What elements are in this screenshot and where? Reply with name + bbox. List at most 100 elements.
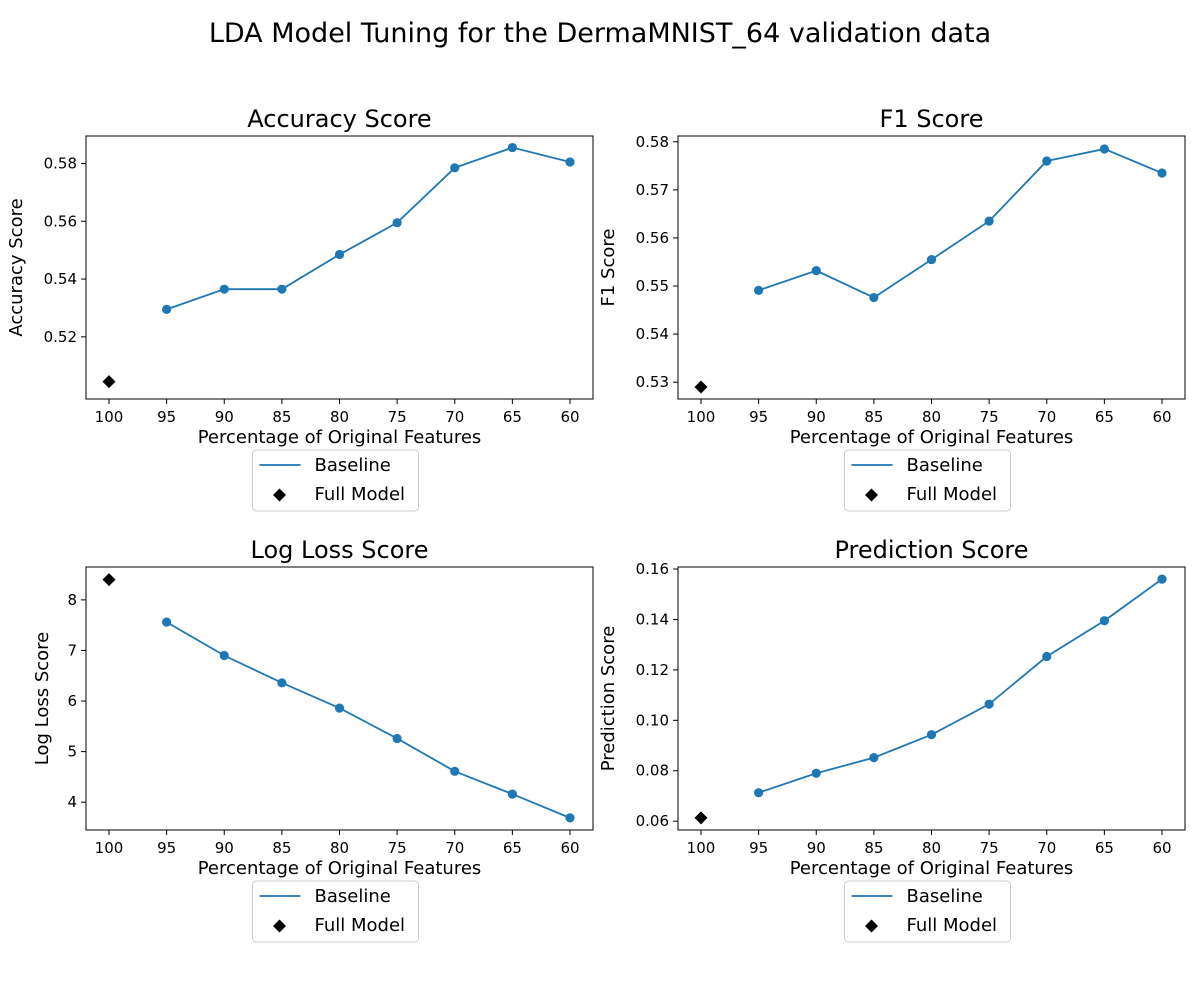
legend: Baseline Full Model (252, 449, 419, 512)
legend-marker-full-model (273, 919, 286, 933)
legend-label-full-model: Full Model (907, 915, 998, 936)
subplot-title: Accuracy Score (247, 105, 431, 133)
data-point-baseline (1099, 616, 1109, 626)
x-tick-label: 90 (215, 408, 234, 426)
data-point-baseline (277, 284, 287, 294)
y-tick-label: 0.10 (636, 711, 669, 729)
data-point-baseline (162, 617, 172, 627)
data-point-baseline (754, 788, 764, 798)
data-point-baseline (507, 789, 517, 799)
axes-frame (85, 135, 594, 400)
y-tick-label: 0.54 (44, 270, 77, 288)
data-point-baseline (984, 699, 994, 709)
subplot-title: Log Loss Score (251, 536, 429, 564)
x-tick-label: 80 (922, 408, 941, 426)
data-point-baseline (926, 730, 937, 740)
y-tick-label: 0.58 (44, 154, 77, 172)
x-tick-label: 75 (980, 839, 999, 857)
data-point-baseline (984, 216, 994, 226)
data-point-baseline (277, 678, 287, 688)
legend-label-baseline: Baseline (315, 886, 391, 907)
legend: Baseline Full Model (844, 880, 1011, 943)
x-tick-label: 60 (560, 408, 579, 426)
figure-title: LDA Model Tuning for the DermaMNIST_64 v… (209, 18, 991, 49)
x-tick-label: 80 (330, 839, 349, 857)
x-tick-label: 65 (1095, 839, 1114, 857)
x-tick-label: 90 (807, 408, 826, 426)
data-point-baseline (1042, 156, 1052, 166)
y-tick-label: 5 (67, 743, 77, 761)
legend-label-full-model: Full Model (315, 484, 406, 505)
y-tick-label: 0.52 (44, 328, 77, 346)
data-point-baseline (1042, 651, 1052, 662)
legend-label-baseline: Baseline (315, 455, 391, 476)
legend-label-baseline: Baseline (907, 886, 983, 907)
x-tick-label: 75 (980, 408, 999, 426)
legend: Baseline Full Model (844, 449, 1011, 512)
data-point-baseline (754, 285, 764, 295)
data-point-full-model (694, 380, 708, 394)
x-tick-label: 80 (922, 839, 941, 857)
x-tick-label: 95 (157, 408, 176, 426)
x-tick-label: 75 (388, 408, 407, 426)
data-point-baseline (1157, 574, 1167, 584)
data-point-full-model (694, 811, 708, 825)
x-tick-label: 70 (445, 408, 464, 426)
data-point-baseline (869, 753, 879, 763)
x-tick-label: 65 (503, 839, 522, 857)
y-tick-label: 0.58 (636, 133, 669, 151)
x-tick-label: 90 (807, 839, 826, 857)
y-tick-label: 0.55 (636, 277, 669, 295)
axes-frame (85, 566, 594, 831)
series-line-baseline (758, 148, 1163, 299)
legend-label-full-model: Full Model (315, 915, 406, 936)
x-tick-label: 60 (1152, 408, 1171, 426)
series-line-baseline (166, 146, 571, 311)
y-tick-label: 0.56 (636, 229, 669, 247)
data-point-baseline (450, 163, 460, 173)
y-tick-label: 0.08 (636, 762, 669, 780)
y-tick-label: 0.57 (636, 181, 669, 199)
y-tick-label: 0.53 (636, 373, 669, 391)
x-tick-label: 100 (687, 408, 716, 426)
series-line-baseline (166, 621, 571, 819)
x-tick-label: 90 (215, 839, 234, 857)
data-point-baseline (450, 766, 460, 776)
y-tick-label: 8 (67, 591, 77, 609)
data-point-baseline (162, 304, 172, 315)
y-tick-label: 0.16 (636, 560, 669, 578)
axes-frame (677, 566, 1186, 831)
subplot-1: Accuracy Score 100 95 90 85 80 75 70 65 60 0.52 0.5… (6, 105, 594, 512)
x-tick-label: 100 (95, 839, 124, 857)
y-tick-label: 6 (67, 692, 77, 710)
x-tick-label: 65 (1095, 408, 1114, 426)
x-axis-label: Percentage of Original Features (198, 858, 482, 879)
data-point-baseline (565, 813, 575, 823)
legend-label-full-model: Full Model (907, 484, 998, 505)
x-tick-label: 100 (687, 839, 716, 857)
data-point-baseline (1099, 144, 1109, 154)
x-tick-label: 60 (560, 839, 579, 857)
y-tick-label: 7 (67, 641, 77, 659)
data-point-baseline (334, 703, 345, 713)
x-tick-label: 70 (1037, 839, 1056, 857)
data-point-baseline (926, 254, 937, 265)
data-point-baseline (392, 218, 402, 228)
x-tick-label: 95 (749, 408, 768, 426)
subplot-3: Log Loss Score 100 95 90 85 80 75 70 65 60 4 5 6 7 8 Pe… (32, 536, 594, 943)
axes-frame (677, 135, 1186, 400)
data-point-baseline (219, 650, 229, 661)
y-axis-label: Log Loss Score (32, 632, 53, 766)
legend-marker-full-model (865, 919, 878, 933)
y-tick-label: 4 (67, 793, 77, 811)
data-point-baseline (219, 284, 229, 294)
x-tick-label: 85 (272, 839, 291, 857)
legend-label-baseline: Baseline (907, 455, 983, 476)
y-tick-label: 0.12 (636, 661, 669, 679)
data-point-baseline (811, 768, 821, 778)
x-tick-label: 80 (330, 408, 349, 426)
series-line-baseline (758, 578, 1163, 794)
y-tick-label: 0.56 (44, 212, 77, 230)
